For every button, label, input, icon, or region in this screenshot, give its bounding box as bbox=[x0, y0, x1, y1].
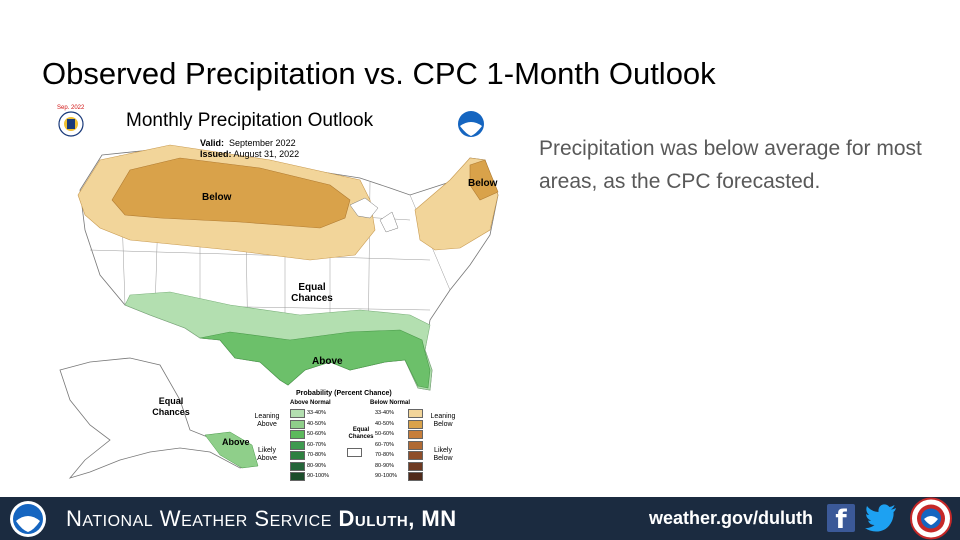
below-dark-region bbox=[111, 157, 351, 229]
issued-label: Issued: bbox=[200, 149, 232, 159]
legend-above-swatch bbox=[290, 472, 305, 481]
legend-equal-chances: Equal Chances bbox=[348, 427, 374, 440]
legend-below-range: 40-50% bbox=[375, 420, 394, 427]
map-title: Monthly Precipitation Outlook bbox=[126, 110, 374, 131]
legend-below-swatch bbox=[408, 440, 423, 450]
legend-below-range: 80-90% bbox=[375, 462, 394, 469]
issued-value: August 31, 2022 bbox=[233, 149, 300, 159]
agency-n: N bbox=[66, 506, 83, 531]
legend-above-swatch bbox=[290, 461, 305, 471]
legend-below-swatch bbox=[408, 472, 423, 481]
valid-label: Valid: bbox=[200, 138, 225, 148]
legend-above-swatch bbox=[290, 430, 305, 439]
probability-legend: Probability (Percent Chance) Above Norma… bbox=[240, 390, 480, 490]
legend-above-range: 60-70% bbox=[307, 441, 326, 448]
legend-above-swatch bbox=[290, 409, 305, 418]
legend-above-range: 33-40% bbox=[307, 410, 326, 416]
map-graphic bbox=[58, 111, 499, 479]
legend-leaning-below: Leaning Below bbox=[430, 413, 456, 428]
label-equal-chances-conus: Equal Chances bbox=[291, 282, 333, 304]
legend-likely-below: Likely Below bbox=[433, 447, 453, 462]
label-above-south: Above bbox=[312, 356, 343, 367]
website-link[interactable]: weather.gov/duluth bbox=[649, 508, 814, 528]
valid-value: September 2022 bbox=[229, 138, 296, 148]
agency-s: S bbox=[254, 506, 270, 531]
twitter-icon[interactable] bbox=[865, 504, 897, 532]
legend-above-range: 50-60% bbox=[307, 431, 326, 437]
noaa-logo-icon bbox=[10, 501, 46, 537]
legend-below-range: 70-80% bbox=[375, 452, 394, 458]
outlook-map: Sep. 2022 Monthly Precipitation Outlook … bbox=[30, 100, 510, 495]
legend-above-swatch bbox=[290, 419, 305, 429]
legend-below-range: 60-70% bbox=[375, 441, 394, 448]
legend-below-swatch bbox=[408, 461, 423, 471]
legend-above-range: 90-100% bbox=[307, 473, 330, 479]
noaa-logo-icon bbox=[458, 111, 484, 137]
legend-below-swatch bbox=[408, 419, 423, 429]
alaska-above-region bbox=[204, 431, 259, 469]
legend-below-header: Below Normal bbox=[370, 400, 411, 406]
legend-leaning-above: Leaning Above bbox=[254, 413, 280, 428]
cpc-logo-icon bbox=[58, 111, 84, 137]
legend-title: Probability (Percent Chance) bbox=[296, 390, 392, 397]
cpc-logo-label: Sep. 2022 bbox=[57, 105, 85, 111]
label-above-alaska: Above bbox=[222, 437, 250, 447]
valid-issued: Valid: September 2022 Issued: August 31,… bbox=[200, 138, 299, 160]
label-below-northeast: Below bbox=[468, 178, 498, 189]
legend-above-header: Above Normal bbox=[290, 400, 331, 406]
agency-ervice: ERVICE bbox=[269, 513, 332, 530]
facebook-icon[interactable]: f bbox=[827, 504, 855, 535]
legend-likely-above: Likely Above bbox=[257, 447, 277, 462]
office-name: Duluth, MN bbox=[338, 506, 457, 531]
legend-below-range: 90-100% bbox=[375, 473, 398, 479]
agency-eather: EATHER bbox=[181, 513, 248, 530]
legend-below-swatch bbox=[408, 451, 423, 460]
legend-below-swatch bbox=[408, 409, 423, 418]
legend-above-swatch bbox=[290, 440, 305, 450]
slide-title: Observed Precipitation vs. CPC 1-Month O… bbox=[42, 56, 716, 91]
great-lakes bbox=[349, 197, 399, 233]
alaska-outline bbox=[59, 357, 256, 479]
agency-ational: ATIONAL bbox=[82, 513, 154, 530]
below-northeast-dark bbox=[469, 159, 499, 201]
legend-above-range: 80-90% bbox=[307, 462, 326, 469]
label-equal-chances-alaska: Equal Chances bbox=[152, 396, 190, 417]
legend-below-range: 33-40% bbox=[375, 410, 394, 416]
agency-w: W bbox=[159, 506, 182, 531]
legend-below-range: 50-60% bbox=[375, 431, 394, 437]
legend-above-swatch bbox=[290, 451, 305, 460]
label-below-north: Below bbox=[202, 192, 232, 203]
agency-name: NATIONAL WEATHER SERVICE Duluth, MN bbox=[66, 506, 457, 532]
legend-above-range: 70-80% bbox=[307, 452, 326, 458]
legend-above-range: 40-50% bbox=[307, 420, 326, 427]
nws-logo-icon bbox=[910, 497, 952, 540]
footer-bar: NATIONAL WEATHER SERVICE Duluth, MN weat… bbox=[0, 497, 960, 540]
legend-equal-chances-swatch bbox=[347, 448, 362, 457]
above-dark-region bbox=[199, 329, 431, 389]
legend-below-swatch bbox=[408, 430, 423, 439]
summary-text: Precipitation was below average for most… bbox=[539, 137, 922, 193]
